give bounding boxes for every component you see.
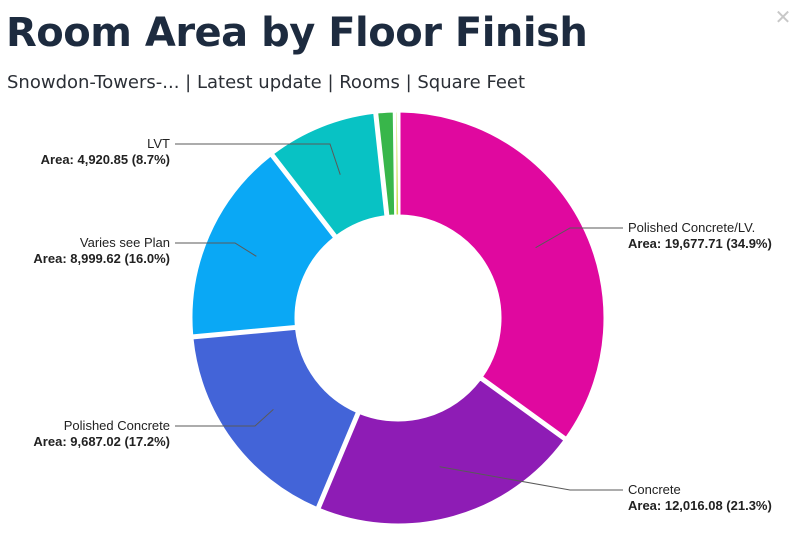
slice-label: Polished Concrete/LV. bbox=[628, 220, 755, 235]
slice-value-label: Area: 12,016.08 (21.3%) bbox=[628, 498, 772, 513]
donut-slice-varies-see-plan[interactable] bbox=[191, 155, 334, 336]
slice-value-label: Area: 19,677.71 (34.9%) bbox=[628, 236, 772, 251]
donut-slice-polished-concrete-lv[interactable] bbox=[399, 111, 605, 438]
slice-label: Varies see Plan bbox=[80, 235, 170, 250]
leader-line bbox=[439, 466, 623, 491]
donut-slice-concrete[interactable] bbox=[319, 379, 565, 525]
slice-value-label: Area: 8,999.62 (16.0%) bbox=[33, 251, 170, 266]
donut-slice-unlabeled-6[interactable] bbox=[395, 111, 400, 216]
leader-line bbox=[175, 408, 274, 427]
leader-line bbox=[175, 242, 257, 257]
donut-slice-polished-concrete[interactable] bbox=[192, 328, 357, 508]
leader-line bbox=[175, 143, 341, 175]
slice-value-label: Area: 4,920.85 (8.7%) bbox=[41, 152, 170, 167]
slice-label: Polished Concrete bbox=[64, 418, 170, 433]
slice-label: LVT bbox=[147, 136, 170, 151]
leader-line bbox=[535, 227, 623, 249]
chart-subtitle: Snowdon-Towers-... | Latest update | Roo… bbox=[7, 72, 526, 93]
donut-slice-unlabeled-5[interactable] bbox=[377, 111, 396, 216]
slice-label: Concrete bbox=[628, 482, 681, 497]
slice-value-label: Area: 9,687.02 (17.2%) bbox=[33, 434, 170, 449]
close-icon[interactable]: ✕ bbox=[774, 5, 792, 29]
chart-title: Room Area by Floor Finish bbox=[6, 10, 588, 56]
